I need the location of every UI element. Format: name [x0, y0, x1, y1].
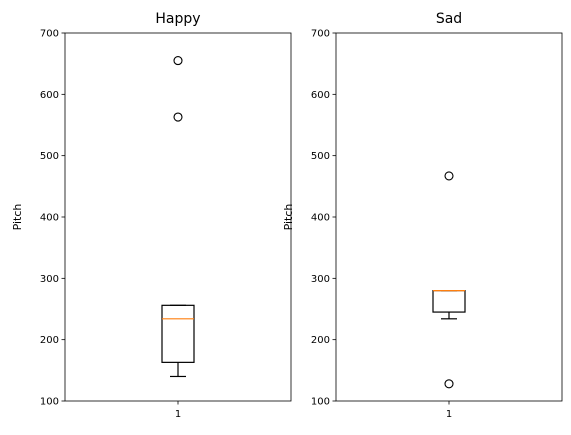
- sad-subplot: Sad Pitch 100 200 300 400 500 600 700 1: [282, 11, 563, 420]
- happy-title: Happy: [155, 11, 200, 27]
- sad-y-tick-label: 400: [311, 213, 330, 224]
- happy-y-tick-label: 500: [40, 151, 59, 162]
- sad-y-axis-label: Pitch: [282, 204, 295, 231]
- sad-outlier-point: [444, 171, 454, 181]
- happy-y-tick-label: 600: [40, 90, 59, 101]
- happy-box: [161, 304, 195, 363]
- happy-outlier-point: [173, 56, 183, 66]
- happy-subplot: Happy Pitch 100 200 300 400 500 600 700 1: [11, 11, 292, 420]
- happy-plot-frame: [64, 32, 292, 402]
- sad-y-tick-label: 600: [311, 90, 330, 101]
- happy-y-axis-label: Pitch: [11, 204, 24, 231]
- sad-x-tick-label: 1: [446, 409, 452, 420]
- sad-box: [432, 290, 466, 313]
- happy-outlier-point: [173, 112, 183, 122]
- happy-y-tick-label: 400: [40, 213, 59, 224]
- happy-y-tick-label: 200: [40, 335, 59, 346]
- happy-y-tick-label: 100: [40, 397, 59, 408]
- sad-y-tick-label: 500: [311, 151, 330, 162]
- sad-plot-frame: [335, 32, 563, 402]
- sad-y-tick-label: 100: [311, 397, 330, 408]
- happy-y-tick-label: 700: [40, 29, 59, 40]
- happy-y-tick-label: 300: [40, 274, 59, 285]
- sad-y-tick-label: 700: [311, 29, 330, 40]
- happy-x-tick-label: 1: [175, 409, 181, 420]
- sad-y-tick-label: 200: [311, 335, 330, 346]
- sad-y-tick-label: 300: [311, 274, 330, 285]
- sad-title: Sad: [436, 11, 462, 27]
- sad-outlier-point: [444, 379, 454, 389]
